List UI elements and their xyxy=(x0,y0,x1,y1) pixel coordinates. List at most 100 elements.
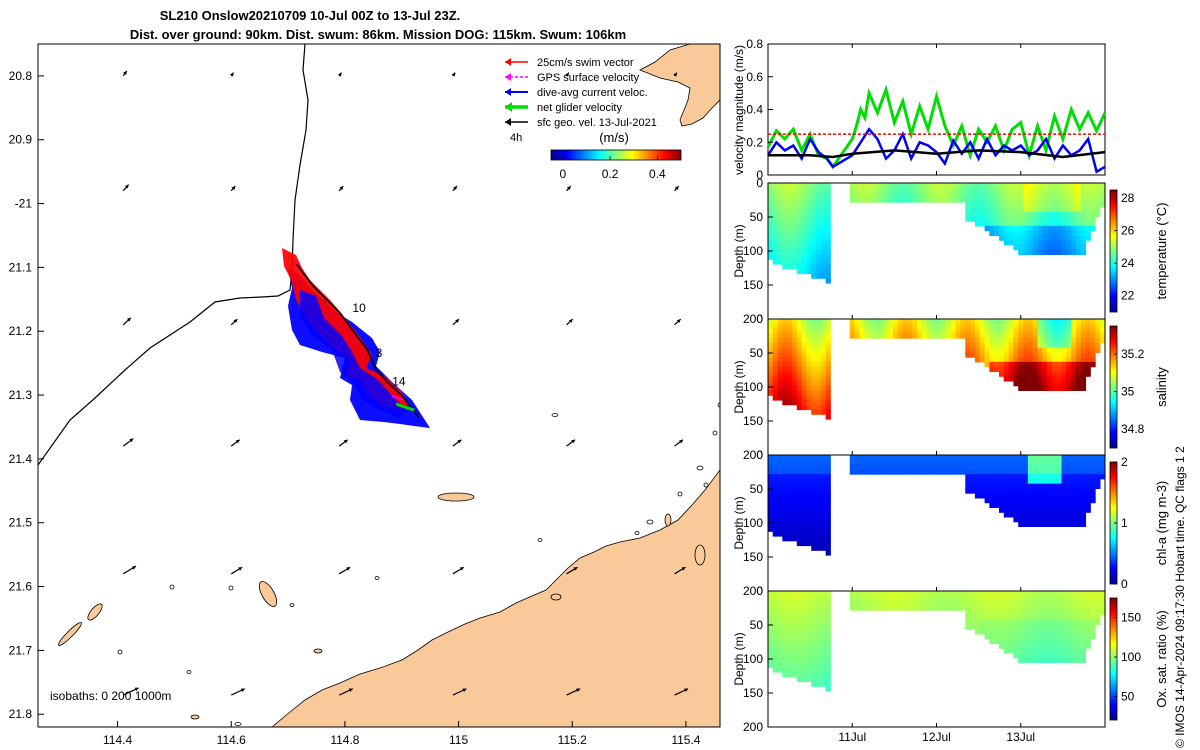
section-cell xyxy=(1018,206,1024,213)
section-cell xyxy=(994,202,1000,208)
section-cell xyxy=(1037,333,1043,339)
section-cell xyxy=(1003,197,1010,203)
section-cell xyxy=(806,662,812,668)
section-cell xyxy=(1037,338,1043,344)
section-cell xyxy=(1056,183,1062,189)
section-cell xyxy=(806,323,812,330)
section-cell xyxy=(791,352,798,358)
section-cell xyxy=(787,254,793,260)
section-cell xyxy=(806,206,812,213)
section-cell xyxy=(811,600,817,606)
section-cell xyxy=(811,545,817,551)
section-cell xyxy=(1100,197,1106,203)
section-cell xyxy=(1023,211,1029,217)
section-cell xyxy=(974,352,981,358)
section-cell xyxy=(1027,652,1034,659)
section-cell xyxy=(825,478,831,485)
section-cell xyxy=(1027,235,1034,241)
section-cell xyxy=(1085,497,1091,504)
section-cell xyxy=(1032,629,1038,635)
section-cell xyxy=(1032,497,1038,504)
section-cell xyxy=(1100,328,1106,334)
section-cell xyxy=(820,643,827,649)
section-cell xyxy=(1047,648,1053,654)
section-cell xyxy=(1032,357,1038,363)
geo-vector xyxy=(338,439,349,447)
section-cell xyxy=(1013,202,1019,208)
colorbar-tick-label: 24 xyxy=(1121,256,1135,270)
section-cell xyxy=(811,464,817,470)
geo-vector-head xyxy=(337,72,342,77)
section-cell xyxy=(965,624,971,630)
section-cell xyxy=(801,404,807,411)
section-cell xyxy=(989,211,995,217)
section-cell xyxy=(1013,493,1019,499)
section-cell xyxy=(994,366,1000,372)
section-cell xyxy=(1037,221,1043,227)
geo-vector xyxy=(566,185,572,192)
section-cell xyxy=(1066,338,1072,344)
section-cell xyxy=(1037,380,1043,387)
section-cell xyxy=(816,211,822,217)
section-cell xyxy=(926,464,932,470)
section-cell xyxy=(1032,183,1038,189)
section-cell xyxy=(1008,323,1014,330)
section-cell xyxy=(777,497,783,504)
section-cell xyxy=(1085,323,1091,330)
section-cell xyxy=(796,380,802,387)
section-cell xyxy=(941,605,947,611)
section-cell xyxy=(1042,187,1048,194)
section-cell xyxy=(1056,619,1062,625)
section-cell xyxy=(950,197,957,203)
section-cell xyxy=(1032,235,1038,241)
section-cell xyxy=(979,342,985,349)
section-cell xyxy=(1018,249,1024,255)
section-cell xyxy=(1085,183,1091,189)
section-cell xyxy=(970,614,976,621)
section-cell xyxy=(1013,192,1019,198)
section-cell xyxy=(825,249,831,255)
section-cell xyxy=(979,323,985,330)
section-cell xyxy=(970,600,976,606)
section-cell xyxy=(1042,493,1048,499)
section-cell xyxy=(984,605,990,611)
section-cell xyxy=(984,183,990,189)
section-cell xyxy=(1061,478,1067,485)
section-cell xyxy=(772,502,778,508)
section-cell xyxy=(811,268,817,275)
section-cell xyxy=(1032,595,1038,602)
section-cell xyxy=(816,633,822,640)
y-tick-label: 50 xyxy=(750,346,764,360)
section-cell xyxy=(1076,202,1082,208)
section-cell xyxy=(811,404,817,411)
section-cell xyxy=(1066,648,1072,654)
section-cell xyxy=(1061,380,1067,387)
section-cell xyxy=(1061,333,1067,339)
section-cell xyxy=(1027,638,1034,644)
section-cell xyxy=(791,671,798,678)
section-cell xyxy=(767,469,774,475)
section-cell xyxy=(1042,638,1048,644)
section-cell xyxy=(806,357,812,363)
section-cell xyxy=(1051,493,1058,499)
section-cell xyxy=(811,399,817,406)
section-cell xyxy=(974,595,981,602)
section-cell xyxy=(811,376,817,382)
island xyxy=(437,492,475,502)
section-cell xyxy=(787,216,793,222)
section-cell xyxy=(1066,497,1072,504)
section-cell xyxy=(979,333,985,339)
section-cell xyxy=(1051,464,1058,470)
section-cell xyxy=(796,366,802,372)
section-cell xyxy=(811,197,817,203)
section-cell xyxy=(820,319,827,325)
section-cell xyxy=(1042,333,1048,339)
section-cell xyxy=(811,230,817,236)
section-cell xyxy=(970,323,976,330)
section-cell xyxy=(893,183,899,189)
section-cell xyxy=(801,464,807,470)
section-cell xyxy=(782,328,788,334)
section-cell xyxy=(1032,338,1038,344)
colorbar-ticks: 0 0.2 0.4 xyxy=(559,156,666,181)
